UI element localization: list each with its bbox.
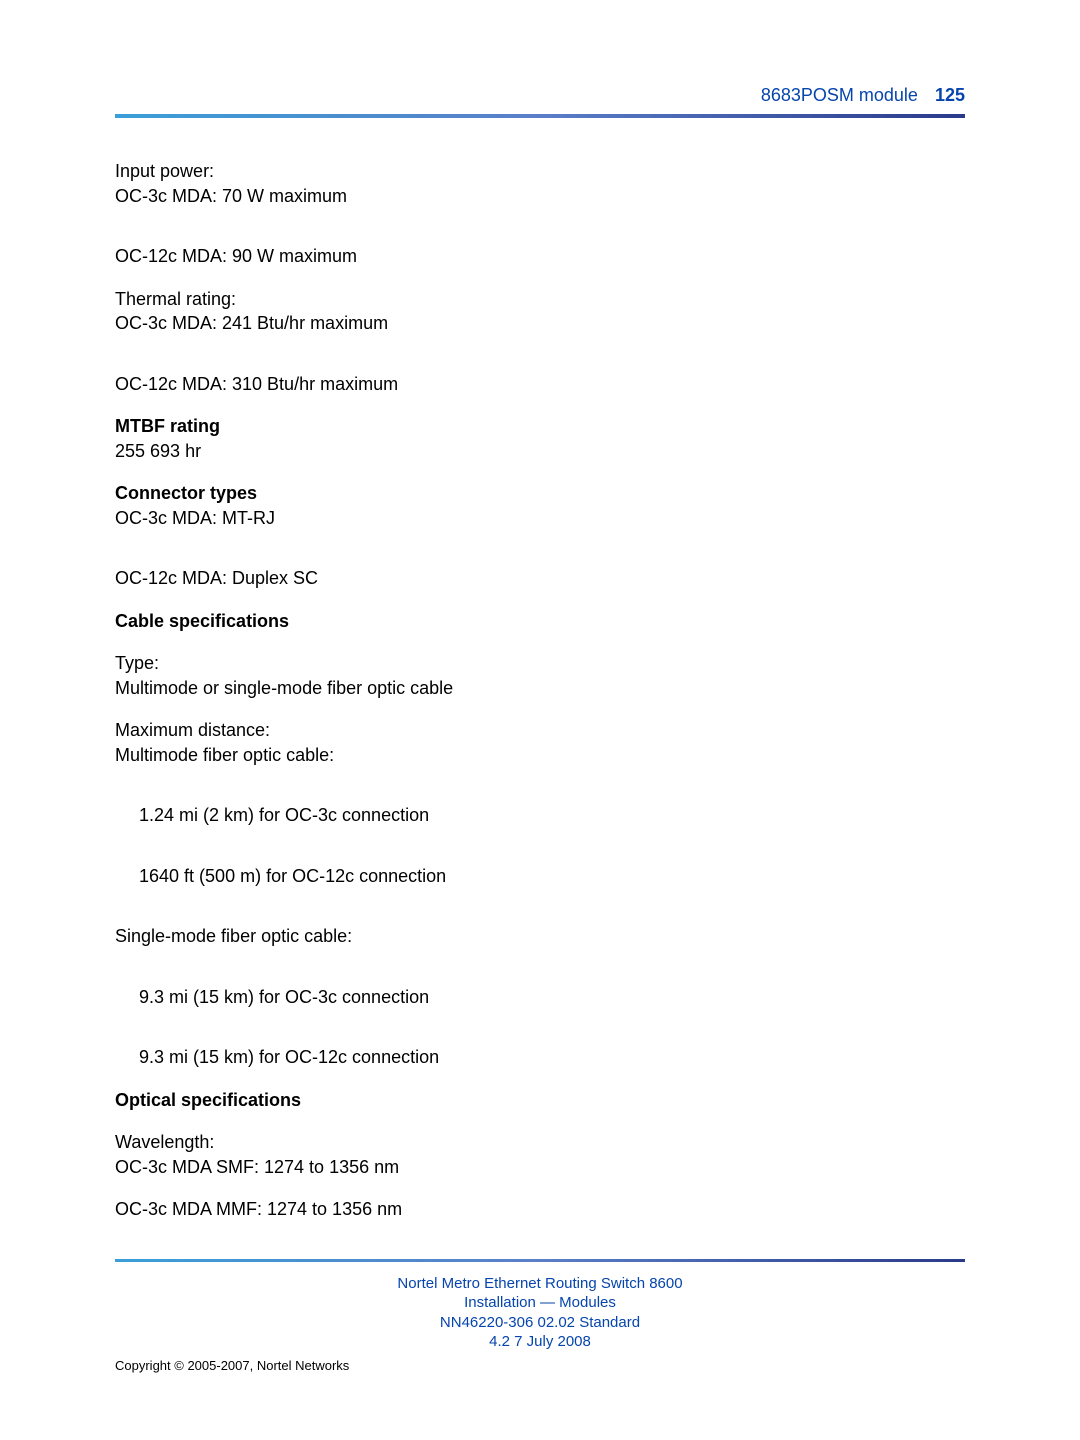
max-distance-label: Maximum distance: [115, 719, 965, 742]
spacer [115, 907, 965, 925]
multimode-oc12-distance: 1640 ft (500 m) for OC-12c connection [115, 865, 965, 888]
content-body: Input power: OC-3c MDA: 70 W maximum OC-… [115, 160, 965, 1221]
footer-block: Nortel Metro Ethernet Routing Switch 860… [115, 1274, 965, 1352]
mtbf-value: 255 693 hr [115, 440, 965, 463]
footer-version-date: 4.2 7 July 2008 [115, 1332, 965, 1352]
connector-oc3: OC-3c MDA: MT-RJ [115, 507, 965, 530]
spacer [115, 847, 965, 865]
singlemode-oc12-distance: 9.3 mi (15 km) for OC-12c connection [115, 1046, 965, 1069]
connector-oc12: OC-12c MDA: Duplex SC [115, 567, 965, 590]
optical-spec-heading: Optical specifications [115, 1089, 965, 1112]
footer-doc-number: NN46220-306 02.02 Standard [115, 1313, 965, 1333]
singlemode-oc3-distance: 9.3 mi (15 km) for OC-3c connection [115, 986, 965, 1009]
spacer [115, 1028, 965, 1046]
wavelength-mmf: OC-3c MDA MMF: 1274 to 1356 nm [115, 1198, 965, 1221]
singlemode-cable-label: Single-mode fiber optic cable: [115, 925, 965, 948]
input-power-oc12: OC-12c MDA: 90 W maximum [115, 245, 965, 268]
cable-spec-heading: Cable specifications [115, 610, 965, 633]
multimode-oc3-distance: 1.24 mi (2 km) for OC-3c connection [115, 804, 965, 827]
mtbf-heading: MTBF rating [115, 415, 965, 438]
wavelength-smf: OC-3c MDA SMF: 1274 to 1356 nm [115, 1156, 965, 1179]
header-page-number: 125 [935, 85, 965, 105]
footer-doc-title: Installation — Modules [115, 1293, 965, 1313]
cable-type-value: Multimode or single-mode fiber optic cab… [115, 677, 965, 700]
thermal-oc3: OC-3c MDA: 241 Btu/hr maximum [115, 312, 965, 335]
top-horizontal-rule [115, 114, 965, 118]
cable-type-label: Type: [115, 652, 965, 675]
page-header: 8683POSM module 125 [115, 85, 965, 106]
wavelength-label: Wavelength: [115, 1131, 965, 1154]
bottom-horizontal-rule [115, 1259, 965, 1262]
input-power-oc3: OC-3c MDA: 70 W maximum [115, 185, 965, 208]
multimode-cable-label: Multimode fiber optic cable: [115, 744, 965, 767]
thermal-rating-label: Thermal rating: [115, 288, 965, 311]
input-power-label: Input power: [115, 160, 965, 183]
connector-types-heading: Connector types [115, 482, 965, 505]
page-container: 8683POSM module 125 Input power: OC-3c M… [0, 0, 1080, 1440]
spacer [115, 968, 965, 986]
copyright-text: Copyright © 2005-2007, Nortel Networks [115, 1358, 965, 1373]
thermal-oc12: OC-12c MDA: 310 Btu/hr maximum [115, 373, 965, 396]
spacer [115, 549, 965, 567]
spacer [115, 786, 965, 804]
footer-product-name: Nortel Metro Ethernet Routing Switch 860… [115, 1274, 965, 1294]
header-module-name: 8683POSM module [761, 85, 918, 105]
spacer [115, 227, 965, 245]
spacer [115, 355, 965, 373]
